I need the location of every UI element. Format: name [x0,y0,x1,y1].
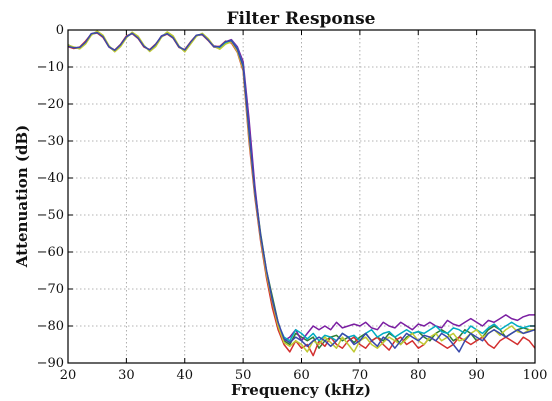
x-tick-labels: 20 30 40 50 60 70 80 90 100 [60,368,548,383]
y-tick-label: −10 [37,60,64,75]
x-tick-label: 60 [293,368,310,383]
x-tick-label: 20 [60,368,77,383]
x-tick-label: 50 [235,368,252,383]
x-tick-label: 90 [468,368,485,383]
x-tick-label: 100 [523,368,548,383]
y-tick-label: −30 [37,134,64,149]
y-tick-labels: 0 −10 −20 −30 −40 −50 −60 −70 −80 −90 [37,23,64,371]
y-tick-label: 0 [56,23,64,38]
series-line-6 [67,31,536,353]
chart-title: Filter Response [226,9,375,29]
y-tick-label: −70 [37,282,64,297]
x-tick-label: 30 [118,368,135,383]
y-tick-label: −90 [37,356,64,371]
y-axis-label: Attenuation (dB) [13,125,31,268]
ticks [67,29,536,364]
x-tick-label: 80 [410,368,427,383]
series-group [67,30,536,357]
y-tick-label: −60 [37,245,64,260]
x-tick-label: 70 [352,368,369,383]
x-axis-label: Frequency (kHz) [231,381,371,399]
y-tick-label: −50 [37,208,64,223]
y-tick-label: −40 [37,171,64,186]
grid [68,30,535,363]
y-tick-label: −80 [37,319,64,334]
plot-frame [67,29,536,364]
x-tick-label: 40 [176,368,193,383]
y-tick-label: −20 [37,97,64,112]
